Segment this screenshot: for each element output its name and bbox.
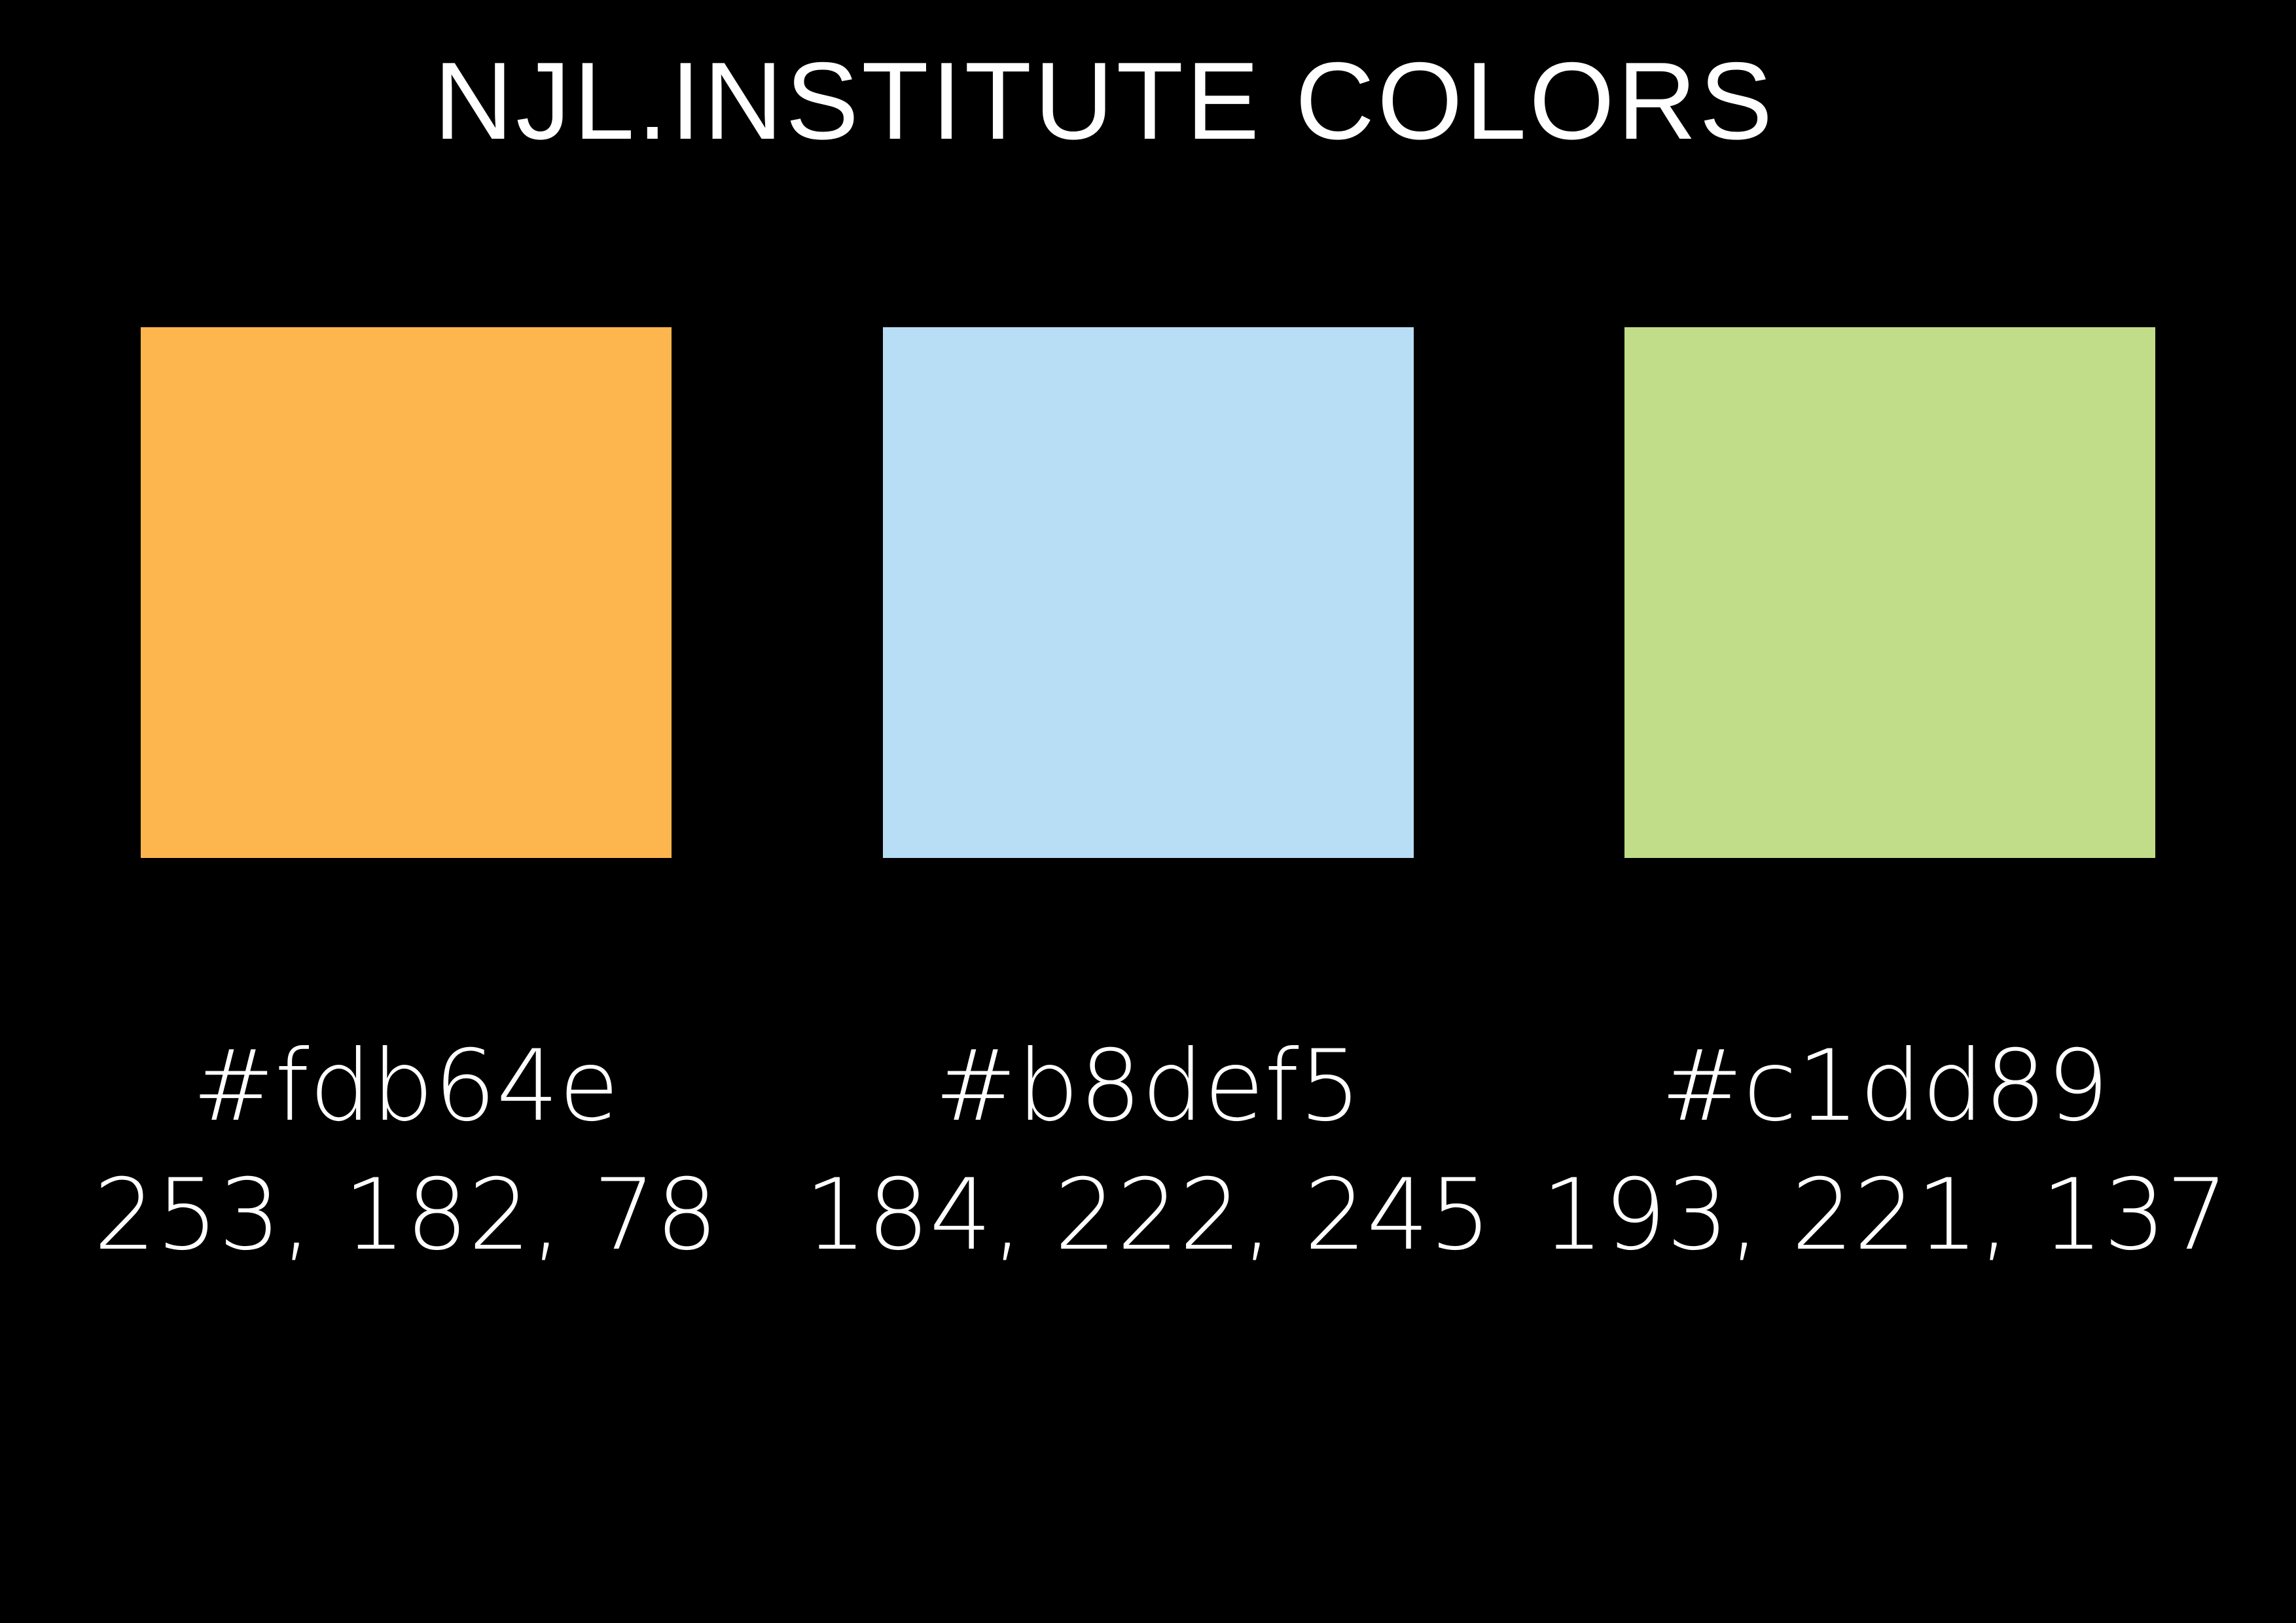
swatch-hex-label: #c1dd89 [1660, 1029, 2109, 1143]
color-swatch-light-blue [883, 327, 1414, 858]
swatch-hex-label: #b8def5 [934, 1029, 1362, 1143]
swatch-rgb-label: 184, 222, 245 [804, 1158, 1492, 1272]
swatch-rgb-label: 193, 221, 137 [1541, 1158, 2229, 1272]
color-swatch-orange [141, 327, 672, 858]
swatch-hex-label: #fdb64e [192, 1029, 620, 1143]
page-title: NJL.INSTITUTE COLORS [433, 39, 1776, 162]
color-swatch-green [1624, 327, 2155, 858]
swatch-rgb-label: 253, 182, 78 [93, 1158, 719, 1272]
